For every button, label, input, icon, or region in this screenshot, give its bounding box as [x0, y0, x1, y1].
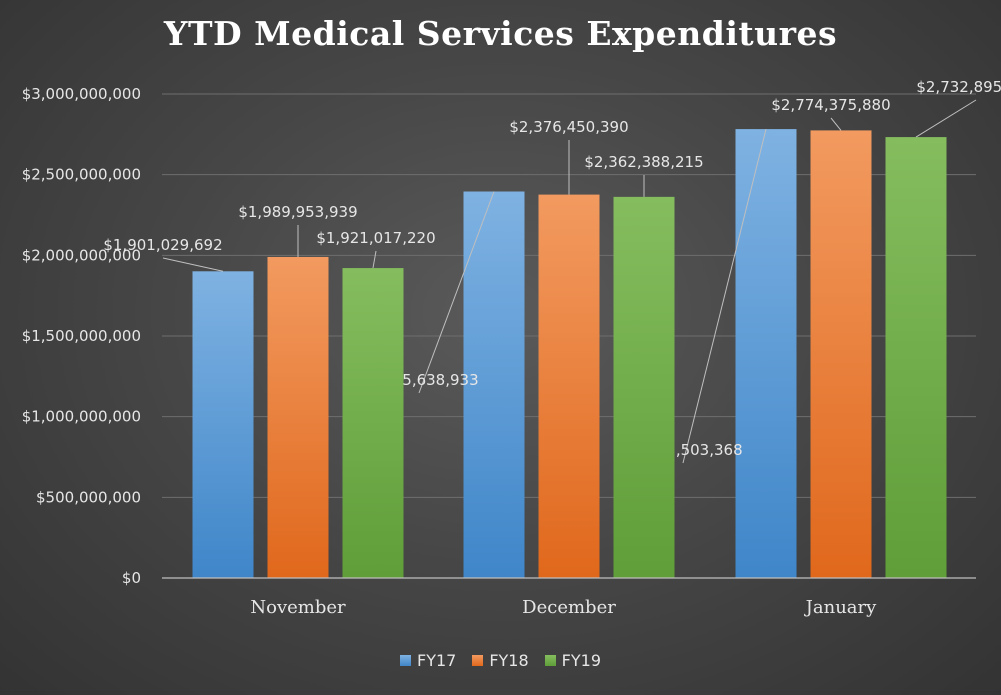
data-label-leader: [682, 128, 767, 464]
y-tick-label: $1,500,000,000: [22, 327, 141, 345]
chart-title: YTD Medical Services Expenditures: [163, 14, 838, 53]
data-label: $2,376,450,390: [509, 118, 628, 136]
data-label-leader: [372, 250, 377, 269]
data-label: $2,732,895,028: [916, 78, 1001, 96]
y-tick-label: $2,000,000,000: [22, 246, 141, 264]
data-label-leader: [830, 117, 842, 131]
bar-fy19-january: [885, 137, 947, 578]
data-label-leader: [915, 99, 977, 138]
legend-label: FY18: [489, 651, 529, 670]
y-tick-label: $1,000,000,000: [22, 408, 141, 426]
legend-item-fy18: FY18: [472, 651, 529, 670]
bar-fy18-january: [810, 130, 872, 578]
data-label: $1,921,017,220: [316, 229, 435, 247]
bar-fy18-december: [538, 194, 600, 578]
data-label: $2,362,388,215: [584, 153, 703, 171]
y-tick-label: $2,500,000,000: [22, 166, 141, 184]
legend-swatch: [544, 655, 556, 666]
data-label: $1,901,029,692: [103, 236, 222, 254]
x-tick-label: November: [250, 597, 346, 618]
y-tick-label: $3,000,000,000: [22, 85, 141, 103]
legend: FY17 FY18 FY19: [0, 651, 1001, 670]
bar-fy17-november: [192, 271, 254, 578]
x-tick-label: December: [522, 597, 616, 618]
y-tick-label: $500,000,000: [36, 488, 141, 506]
legend-label: FY19: [561, 651, 602, 670]
data-label-leader: [162, 257, 224, 272]
data-label: $1,989,953,939: [238, 203, 357, 221]
bar-fy17-january: [735, 129, 797, 578]
bar-fy18-november: [267, 256, 329, 578]
legend-item-fy17: FY17: [399, 651, 457, 670]
x-tick-label: January: [804, 597, 877, 618]
bar-fy19-november: [342, 268, 404, 578]
legend-label: FY17: [416, 651, 457, 670]
data-label: $2,774,375,880: [771, 96, 890, 114]
bar-fy17-december: [463, 191, 525, 578]
legend-swatch: [399, 655, 411, 666]
legend-item-fy19: FY19: [544, 651, 602, 670]
data-label-leader: [418, 191, 495, 394]
y-tick-label: $0: [122, 569, 141, 587]
bar-fy19-december: [613, 196, 675, 578]
legend-swatch: [472, 655, 484, 666]
